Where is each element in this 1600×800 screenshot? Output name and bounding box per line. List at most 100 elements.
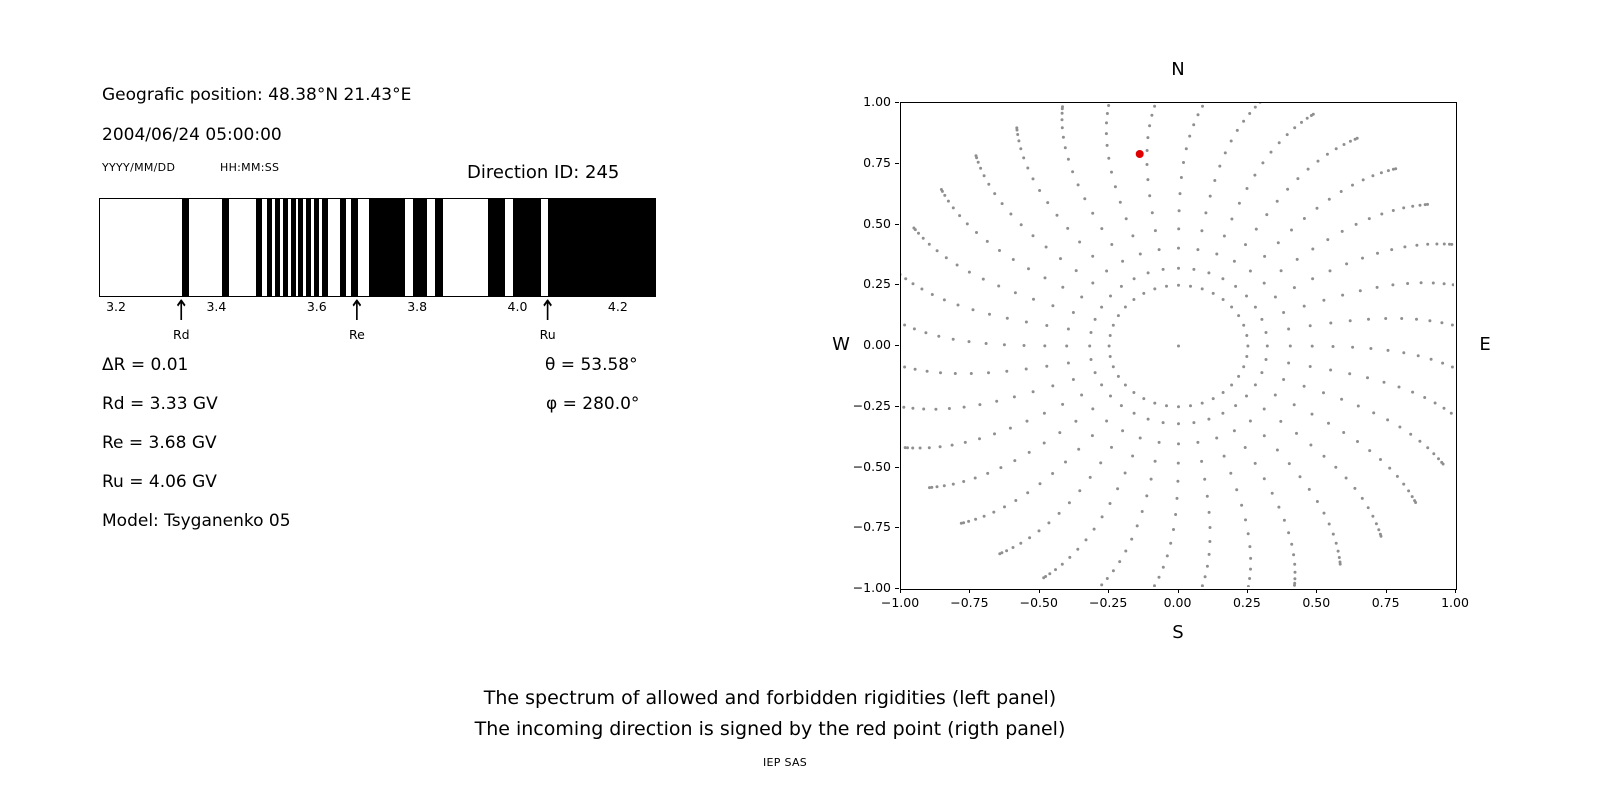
gray-dot <box>1265 344 1269 348</box>
gray-dot <box>1108 502 1112 505</box>
allowed-band <box>487 199 505 296</box>
gray-dot <box>1148 124 1152 128</box>
gray-dot <box>1146 271 1150 275</box>
gray-dot <box>1140 510 1144 513</box>
gray-dot <box>918 446 922 450</box>
gray-dot <box>1426 202 1429 206</box>
gray-dot <box>1282 311 1286 314</box>
gray-dot <box>1277 141 1281 145</box>
gray-dot <box>1014 499 1018 502</box>
gray-dot <box>1176 461 1180 465</box>
gray-dot <box>967 519 971 523</box>
gray-dot <box>903 365 907 369</box>
y-tick-label: 1.00 <box>863 94 891 109</box>
gray-dot <box>1419 281 1423 285</box>
gray-dot <box>1061 285 1065 289</box>
gray-dot <box>1051 384 1055 388</box>
gray-dot <box>1262 281 1266 285</box>
credit-label: IEP SAS <box>762 756 808 769</box>
gray-dot <box>1449 411 1453 415</box>
direction-dots-svg <box>901 103 1454 587</box>
gray-dot <box>1351 183 1354 187</box>
gray-dot <box>1189 404 1192 408</box>
gray-dot <box>1305 116 1309 120</box>
gray-dot <box>1229 139 1233 143</box>
gray-dot <box>1110 445 1113 449</box>
gray-dot <box>1118 200 1122 204</box>
gray-dot <box>1437 457 1440 461</box>
gray-dot <box>1130 537 1134 541</box>
gray-dot <box>1099 461 1103 465</box>
gray-dot <box>1406 282 1410 285</box>
y-tick-mark <box>895 588 899 589</box>
gray-dot <box>1174 513 1178 516</box>
gray-dot <box>1175 496 1179 500</box>
gray-dot <box>1196 113 1200 117</box>
time-format-label: HH:MM:SS <box>220 161 280 174</box>
gray-dot <box>1123 305 1127 309</box>
gray-dot <box>1184 147 1188 151</box>
gray-dot <box>1105 121 1108 125</box>
gray-dot <box>1165 554 1169 558</box>
gray-dot <box>1296 177 1300 181</box>
gray-dot <box>1286 187 1290 191</box>
gray-dot <box>1242 323 1246 327</box>
model-label: Model: Tsyganenko 05 <box>102 511 291 531</box>
x-tick-label: 0.00 <box>1163 595 1192 610</box>
gray-dot <box>1222 234 1226 238</box>
gray-dot <box>1423 203 1427 207</box>
gray-dot <box>1276 241 1280 245</box>
gray-dot <box>1138 252 1142 256</box>
gray-dot <box>1315 206 1319 210</box>
gray-dot <box>1395 474 1399 478</box>
gray-dot <box>1037 529 1041 533</box>
gray-dot <box>1282 518 1286 522</box>
gray-dot <box>1358 289 1362 293</box>
gray-dot <box>1390 248 1394 252</box>
gray-dot <box>1177 209 1181 213</box>
gray-dot <box>935 249 939 253</box>
spectrum-x-tick-label: 4.2 <box>607 299 628 314</box>
gray-dot <box>1153 229 1157 233</box>
gray-dot <box>1384 317 1388 320</box>
position-label: Geografic position: 48.38°N 21.43°E <box>102 85 412 105</box>
gray-dot <box>981 277 985 281</box>
gray-dot <box>1177 246 1180 250</box>
direction-id-label: Direction ID: 245 <box>467 162 620 183</box>
spectrum-x-tick-label: 3.2 <box>106 299 126 314</box>
gray-dot <box>1078 489 1082 493</box>
gray-dot <box>1366 506 1370 510</box>
gray-dot <box>987 182 991 186</box>
gray-dot <box>1351 345 1355 349</box>
gray-dot <box>1071 311 1075 314</box>
gray-dot <box>1116 487 1120 491</box>
gray-dot <box>1253 105 1257 109</box>
gray-dot <box>1341 293 1345 297</box>
gray-dot <box>1005 316 1009 320</box>
gray-dot <box>1258 103 1262 104</box>
gray-dot <box>1121 429 1125 433</box>
gray-dot <box>1119 404 1123 408</box>
gray-dot <box>953 372 957 375</box>
gray-dot <box>1298 475 1302 479</box>
gray-dot <box>1201 104 1204 108</box>
gray-dot <box>1153 401 1157 405</box>
gray-dot <box>1407 489 1411 493</box>
gray-dot <box>1019 147 1023 151</box>
gray-dot <box>1083 197 1087 201</box>
gray-dot <box>1100 583 1104 587</box>
gray-dot <box>1132 411 1136 415</box>
gray-dot <box>1146 136 1150 140</box>
allowed-band <box>413 199 427 296</box>
x-tick-label: 0.75 <box>1371 595 1400 610</box>
gray-dot <box>1012 395 1016 399</box>
allowed-band <box>256 199 263 296</box>
gray-dot <box>1262 477 1266 481</box>
gray-dot <box>978 437 981 441</box>
gray-dot <box>1146 178 1150 182</box>
gray-dot <box>1388 466 1392 470</box>
gray-dot <box>939 371 942 375</box>
allowed-band <box>434 199 443 296</box>
gray-dot <box>1249 567 1252 571</box>
